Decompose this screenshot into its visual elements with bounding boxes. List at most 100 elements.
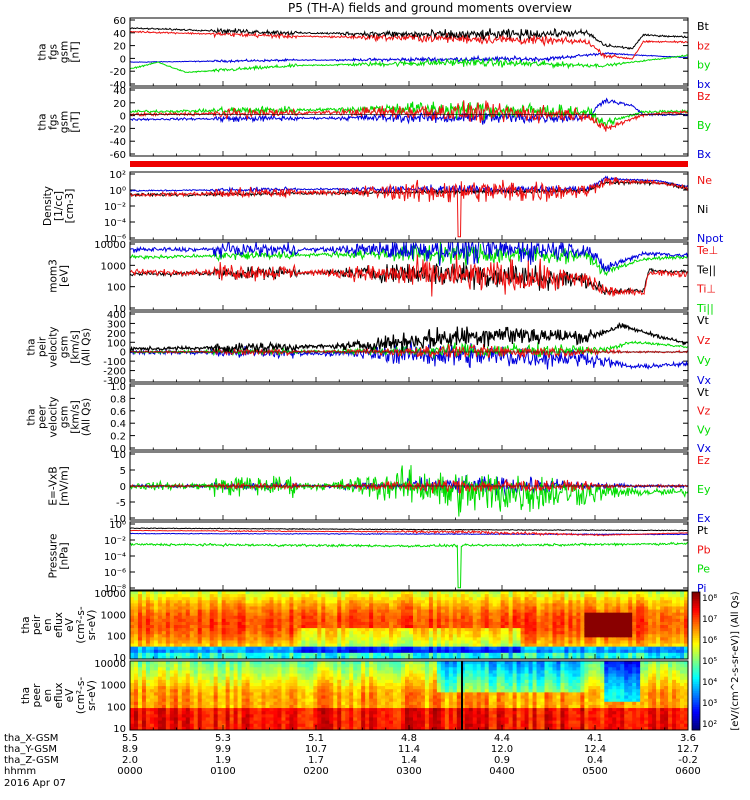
spectrogram-cell: [401, 679, 406, 684]
spectrogram-cell: [229, 655, 235, 660]
spectrogram-cell: [273, 612, 278, 617]
spectrogram-cell: [668, 606, 673, 610]
spectrogram-cell: [632, 643, 637, 648]
spectrogram-cell: [309, 631, 314, 635]
spectrogram-cell: [624, 612, 629, 617]
spectrogram-cell: [241, 698, 246, 703]
spectrogram-cell: [153, 676, 159, 681]
spectrogram-cell: [301, 679, 306, 684]
spectrogram-cell: [237, 708, 242, 712]
spectrogram-cell: [496, 591, 502, 595]
spectrogram-cell: [448, 603, 454, 607]
spectrogram-cell: [397, 646, 402, 651]
spectrogram-cell: [349, 711, 354, 715]
tick-label: 10: [113, 724, 126, 735]
spectrogram-cell: [289, 612, 294, 617]
spectrogram-cell: [277, 637, 282, 641]
spectrogram-cell: [181, 628, 187, 632]
spectrogram-cell: [385, 597, 390, 601]
spectrogram-cell: [373, 698, 378, 703]
spectrogram-cell: [341, 652, 346, 657]
spectrogram-cell: [133, 631, 139, 635]
spectrogram-cell: [632, 612, 637, 617]
spectrogram-cell: [285, 667, 290, 671]
spectrogram-cell: [309, 649, 314, 654]
legend-Vt: Vt: [697, 386, 710, 399]
spectrogram-cell: [241, 726, 246, 731]
spectrogram-cell: [448, 597, 454, 601]
spectrogram-cell: [628, 597, 633, 601]
spectrogram-cell: [420, 664, 426, 668]
spectrogram-cell: [269, 618, 274, 623]
spectrogram-cell: [353, 603, 358, 607]
spectrogram-cell: [149, 704, 155, 709]
spectrogram-cell: [325, 708, 330, 712]
spectrogram-cell: [201, 723, 207, 728]
spectrogram-cell: [321, 612, 326, 617]
spectrogram-cell: [672, 631, 677, 635]
spectrogram-cell: [225, 621, 231, 626]
spectrogram-cell: [460, 612, 466, 617]
spectrogram-cell: [349, 655, 354, 660]
spectrogram-cell: [297, 652, 302, 657]
spectrogram-cell: [345, 686, 350, 690]
spectrogram-cell: [397, 726, 402, 731]
spectrogram-cell: [261, 676, 266, 681]
spectrogram-cell: [508, 606, 514, 610]
spectrogram-cell: [373, 708, 378, 712]
spectrogram-cell: [265, 714, 270, 718]
spectrogram-cell: [257, 609, 262, 614]
spectrogram-cell: [313, 704, 318, 709]
spectrogram-cell: [309, 625, 314, 629]
spectrogram-cell: [349, 618, 354, 623]
spectrogram-cell: [233, 591, 239, 595]
spectrogram-cell: [401, 649, 406, 654]
spectrogram-cell: [289, 686, 294, 690]
spectrogram-cell: [261, 597, 266, 601]
spectrogram-cell: [217, 652, 223, 657]
spectrogram-cell: [157, 673, 163, 678]
spectrogram-cell: [153, 643, 159, 648]
spectrogram-cell: [385, 609, 390, 614]
spectrogram-cell: [177, 606, 183, 610]
spectrogram-cell: [253, 711, 258, 715]
spectrogram-cell: [217, 591, 223, 595]
spectrogram-cell: [345, 664, 350, 668]
spectrogram-cell: [361, 646, 366, 651]
spectrogram-cell: [416, 698, 422, 703]
spectrogram-cell: [632, 649, 637, 654]
spectrogram-cell: [225, 606, 231, 610]
spectrogram-cell: [361, 600, 366, 604]
spectrogram-cell: [580, 621, 585, 626]
spectrogram-cell: [177, 720, 183, 725]
spectrogram-cell: [321, 640, 326, 644]
spectrogram-cell: [656, 618, 661, 623]
spectrogram-cell: [412, 667, 418, 671]
spectrogram-cell: [221, 720, 227, 725]
spectrogram-cell: [333, 591, 338, 595]
spectrogram-cell: [432, 621, 438, 626]
spectrogram-cell: [412, 628, 418, 632]
spectrogram-cell: [201, 643, 207, 648]
spectrogram-cell: [544, 615, 549, 620]
spectrogram-cell: [349, 615, 354, 620]
spectrogram-cell: [325, 667, 330, 671]
spectrogram-cell: [285, 643, 290, 648]
spectrogram-cell: [668, 649, 673, 654]
spectrogram-cell: [389, 689, 394, 693]
spectrogram-cell: [265, 682, 270, 687]
spectrogram-cell: [229, 704, 235, 709]
spectrogram-cell: [552, 591, 557, 595]
spectrogram-cell: [221, 600, 227, 604]
spectrogram-cell: [193, 704, 199, 709]
spectrogram-cell: [201, 711, 207, 715]
spectrogram-cell: [301, 609, 306, 614]
spectrogram-cell: [361, 704, 366, 709]
spectrogram-cell: [341, 708, 346, 712]
spectrogram-cell: [130, 643, 135, 648]
spectrogram-cell: [644, 646, 649, 651]
spectrogram-cell: [241, 667, 246, 671]
spectrogram-cell: [185, 689, 191, 693]
spectrogram-cell: [297, 673, 302, 678]
spectrogram-cell: [377, 726, 382, 731]
